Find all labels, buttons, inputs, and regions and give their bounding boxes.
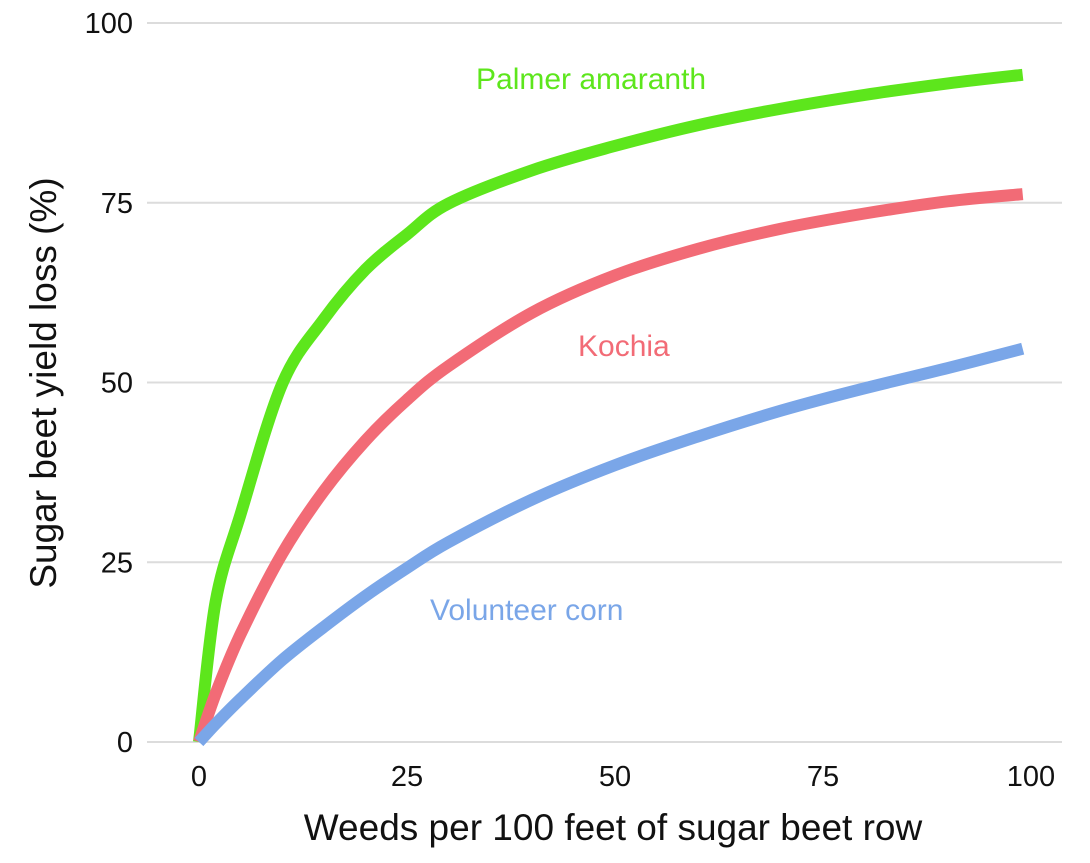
annotation-kochia: Kochia — [578, 330, 670, 363]
y-tick-label: 75 — [101, 188, 133, 220]
series-line-palmer-amaranth — [193, 68, 1024, 743]
x-axis: 0 25 50 75 100 — [191, 761, 1055, 793]
y-tick-label: 100 — [85, 8, 133, 40]
y-tick-label: 25 — [101, 547, 133, 579]
y-axis: 0 25 50 75 100 — [85, 8, 133, 759]
x-tick-label: 75 — [807, 761, 839, 793]
x-tick-label: 0 — [191, 761, 207, 793]
x-axis-title: Weeds per 100 feet of sugar beet row — [304, 807, 923, 848]
series-line-volunteer-corn — [194, 342, 1025, 747]
y-tick-label: 0 — [117, 727, 133, 759]
annotation-palmer-amaranth: Palmer amaranth — [476, 63, 706, 96]
y-tick-label: 50 — [101, 368, 133, 400]
y-axis-title: Sugar beet yield loss (%) — [23, 177, 64, 588]
x-tick-label: 25 — [391, 761, 423, 793]
series-annotations: Palmer amaranth Kochia Volunteer corn — [430, 63, 706, 627]
series-line-kochia — [193, 188, 1024, 744]
x-tick-label: 100 — [1007, 761, 1055, 793]
annotation-volunteer-corn: Volunteer corn — [430, 594, 623, 627]
series-lines — [193, 68, 1025, 747]
x-tick-label: 50 — [599, 761, 631, 793]
